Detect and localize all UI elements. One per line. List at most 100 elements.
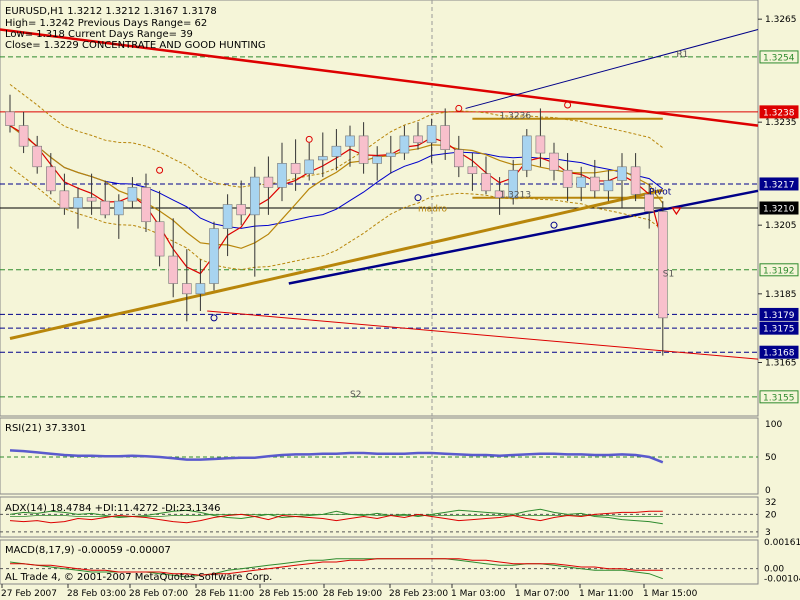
candle bbox=[263, 156, 274, 215]
candle-body bbox=[426, 125, 437, 144]
candle bbox=[481, 156, 491, 195]
price-label-text: 1.3175 bbox=[763, 325, 795, 335]
candle-body bbox=[45, 166, 56, 192]
candle-body bbox=[18, 125, 29, 147]
price-label: 1.3254 bbox=[759, 50, 799, 64]
candle bbox=[209, 221, 219, 291]
candle bbox=[5, 94, 15, 133]
fractal-marker bbox=[156, 166, 164, 174]
candle-body bbox=[535, 135, 546, 154]
price-label-box bbox=[759, 105, 799, 119]
candle-body bbox=[195, 283, 206, 295]
price-label: 1.3155 bbox=[759, 390, 799, 404]
candle-body bbox=[304, 159, 315, 174]
candle bbox=[467, 153, 478, 191]
candle bbox=[440, 108, 451, 160]
x-tick-label: 28 Feb 03:00 bbox=[67, 589, 126, 599]
candle bbox=[644, 183, 655, 229]
candle-body bbox=[32, 145, 43, 168]
price-label-text: 1.3179 bbox=[763, 311, 795, 321]
rsi-label: RSI(21) 37.3301 bbox=[5, 423, 86, 434]
rsi-tick-label: 50 bbox=[765, 453, 777, 463]
candle-body bbox=[562, 169, 573, 188]
price-label-box bbox=[759, 177, 799, 191]
candle-body bbox=[331, 145, 342, 157]
adx-series-line bbox=[10, 514, 663, 517]
candle bbox=[617, 153, 627, 208]
candle bbox=[589, 159, 600, 198]
candle bbox=[521, 129, 532, 178]
candle bbox=[657, 201, 668, 356]
info-line-high: High= 1.3242 Previous Days Range= 62 bbox=[5, 18, 207, 29]
candle bbox=[317, 132, 328, 178]
candle-body bbox=[277, 163, 287, 188]
macd-signal-line bbox=[10, 558, 663, 576]
price-label-text: 1.3217 bbox=[763, 180, 795, 190]
annotation-label: madro bbox=[418, 204, 447, 214]
candle-body bbox=[467, 166, 478, 174]
price-label-box bbox=[759, 201, 799, 215]
annotation-label: 1.3213 bbox=[500, 191, 531, 201]
price-label: 1.3168 bbox=[759, 345, 799, 359]
x-tick-label: 28 Feb 23:00 bbox=[389, 589, 448, 599]
candle bbox=[549, 142, 559, 181]
candle bbox=[372, 146, 383, 181]
price-label-box bbox=[759, 321, 799, 335]
price-label: 1.3210 bbox=[759, 201, 799, 215]
ma-long bbox=[9, 188, 664, 340]
candle-body bbox=[263, 176, 274, 188]
candle bbox=[413, 122, 423, 150]
adx-panel-frame bbox=[0, 496, 759, 538]
price-label-text: 1.3238 bbox=[763, 108, 795, 118]
price-label: 1.3217 bbox=[759, 177, 799, 191]
candle bbox=[290, 139, 301, 191]
candle bbox=[453, 135, 464, 178]
price-label: 1.3175 bbox=[759, 321, 799, 335]
macd-panel-frame bbox=[0, 539, 759, 585]
y-tick-label: 1.3205 bbox=[765, 221, 797, 231]
candle-body bbox=[413, 135, 423, 144]
rsi-tick-label: 0 bbox=[765, 486, 771, 496]
fractal-marker bbox=[550, 221, 558, 229]
info-line-close: Close= 1.3229 CONCENTRATE AND GOOD HUNTI… bbox=[5, 40, 266, 51]
candle bbox=[345, 125, 355, 167]
y-tick-label: 1.3185 bbox=[765, 290, 797, 300]
candle-body bbox=[657, 211, 668, 319]
price-label: 1.3238 bbox=[759, 105, 799, 119]
price-label-text: 1.3254 bbox=[763, 53, 795, 63]
candle bbox=[494, 177, 505, 215]
candle-body bbox=[617, 166, 627, 181]
candle-body bbox=[549, 152, 559, 171]
adx-label: ADX(14) 18.4784 +DI:11.4272 -DI:23.1346 bbox=[5, 503, 221, 514]
candle-body bbox=[209, 228, 219, 284]
macd-panel: 0.00161 0.00-0.00104 bbox=[0, 538, 800, 585]
candle-body bbox=[589, 176, 600, 192]
candle bbox=[535, 108, 546, 167]
x-tick-label: 1 Mar 11:00 bbox=[579, 589, 634, 599]
candle-body bbox=[86, 197, 97, 202]
macd-tick-label: 0.00 bbox=[764, 565, 784, 575]
candle-body bbox=[182, 283, 192, 295]
candle bbox=[100, 180, 110, 219]
fractal-marker bbox=[455, 104, 463, 112]
sell-arrow-icon bbox=[671, 207, 682, 216]
candle-body bbox=[290, 163, 301, 174]
price-label-text: 1.3192 bbox=[763, 266, 795, 276]
candle-body bbox=[372, 156, 383, 164]
x-tick-label: 28 Feb 07:00 bbox=[129, 589, 188, 599]
macd-label: MACD(8,17,9) -0.00059 -0.00007 bbox=[5, 545, 171, 556]
candle-body bbox=[630, 166, 641, 195]
rsi-panel-frame bbox=[0, 417, 759, 495]
candle bbox=[195, 259, 206, 311]
adx-series-line bbox=[9, 510, 663, 524]
candle-body bbox=[100, 200, 110, 216]
candle bbox=[86, 173, 97, 215]
candle-body bbox=[5, 111, 15, 126]
macd-tick-label: 0.00161 bbox=[764, 538, 800, 548]
blue-trendline bbox=[288, 189, 759, 285]
candle-body bbox=[222, 204, 233, 229]
price-label: 1.3179 bbox=[759, 307, 799, 321]
candle bbox=[59, 173, 70, 215]
candle-body bbox=[399, 135, 410, 154]
copyright-text: AL Trade 4, © 2001-2007 MetaQuotes Softw… bbox=[5, 572, 272, 583]
